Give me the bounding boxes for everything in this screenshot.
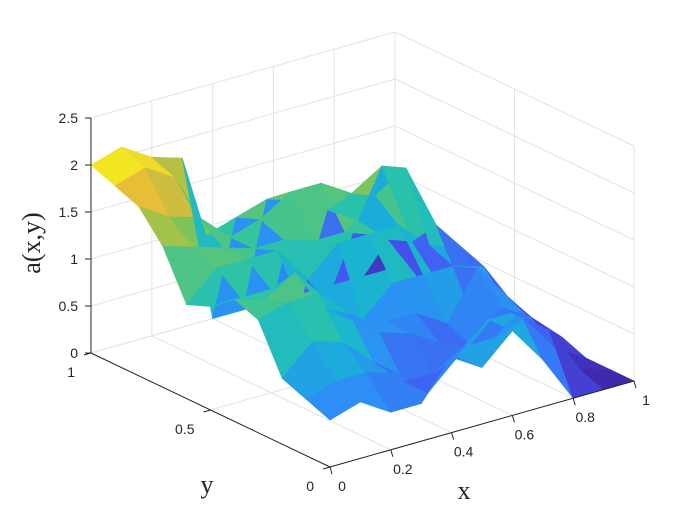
z-tick-label: 0 <box>70 345 78 361</box>
tick-labels: 0 0.2 0.4 0.6 0.8 1 0 0.5 1 0 0.5 1 1.5 2 2.5 <box>59 110 651 494</box>
side-wall-grid-line <box>394 172 635 288</box>
side-wall-grid-line <box>394 31 635 147</box>
x-tick-label: 1 <box>642 392 650 408</box>
x-tick-label: 0 <box>338 478 346 494</box>
z-tick-label: 0.5 <box>59 298 79 314</box>
y-tick-mark <box>203 409 211 413</box>
x-tick-mark <box>390 449 394 457</box>
surface <box>90 146 635 421</box>
x-axis-line <box>329 380 635 468</box>
side-wall-grid-line <box>394 125 635 241</box>
z-axis-label: a(x,y) <box>17 212 46 273</box>
y-axis-label: y <box>201 470 214 499</box>
x-tick-mark <box>572 398 576 406</box>
z-tick-label: 1.5 <box>59 204 79 220</box>
z-tick-label: 2.5 <box>59 110 79 126</box>
x-tick-label: 0.4 <box>454 444 474 460</box>
z-tick-label: 1 <box>70 251 78 267</box>
x-tick-label: 0.8 <box>575 409 595 425</box>
x-tick-label: 0.6 <box>515 426 535 442</box>
x-tick-mark <box>511 415 515 423</box>
x-axis-label: x <box>458 476 471 505</box>
back-wall-grid-line <box>90 78 396 166</box>
z-tick-label: 2 <box>70 157 78 173</box>
back-wall-grid-line <box>90 31 396 119</box>
x-tick-mark <box>633 380 637 389</box>
side-wall-grid-line <box>394 78 635 194</box>
y-tick-mark <box>322 466 331 470</box>
x-tick-mark <box>329 466 333 475</box>
x-tick-label: 0.2 <box>393 461 413 477</box>
y-tick-label: 0.5 <box>175 421 195 437</box>
y-tick-label: 1 <box>67 364 75 380</box>
x-tick-mark <box>451 432 455 440</box>
axis-lines <box>83 117 637 475</box>
y-tick-label: 0 <box>306 478 314 494</box>
